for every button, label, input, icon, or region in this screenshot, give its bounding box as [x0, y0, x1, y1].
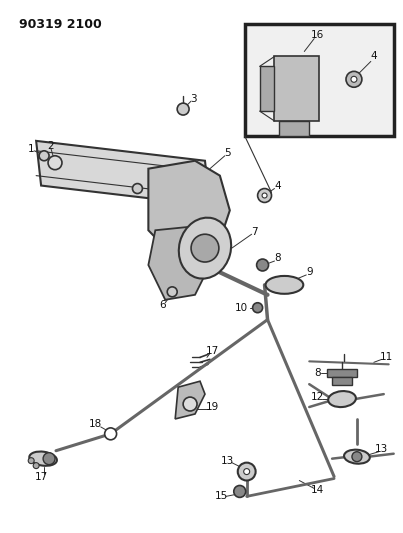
Circle shape: [39, 151, 49, 161]
Circle shape: [167, 287, 177, 297]
Circle shape: [43, 453, 55, 465]
Text: 90319 2100: 90319 2100: [19, 18, 102, 31]
Text: 11: 11: [380, 352, 393, 362]
Text: 5: 5: [224, 148, 231, 158]
Text: 16: 16: [311, 30, 324, 39]
Text: 14: 14: [311, 486, 324, 496]
Text: 8: 8: [274, 253, 281, 263]
Polygon shape: [274, 56, 319, 121]
Circle shape: [257, 259, 268, 271]
Circle shape: [253, 303, 263, 313]
Circle shape: [346, 71, 362, 87]
Text: 1: 1: [28, 144, 35, 154]
Text: 18: 18: [89, 419, 102, 429]
Text: 4: 4: [274, 181, 281, 191]
Circle shape: [352, 451, 362, 462]
Circle shape: [234, 486, 246, 497]
Text: 10: 10: [235, 303, 248, 313]
Text: 8: 8: [314, 368, 320, 378]
Polygon shape: [260, 67, 274, 111]
Polygon shape: [175, 381, 205, 419]
Text: 15: 15: [215, 491, 229, 502]
Circle shape: [48, 156, 62, 169]
Bar: [332, 377, 352, 385]
Circle shape: [351, 76, 357, 82]
Polygon shape: [148, 225, 210, 300]
Bar: [327, 369, 357, 377]
Text: 17: 17: [35, 472, 48, 481]
Circle shape: [191, 234, 219, 262]
Text: 9: 9: [306, 267, 313, 277]
Ellipse shape: [266, 276, 303, 294]
Circle shape: [258, 189, 272, 203]
Circle shape: [183, 397, 197, 411]
Circle shape: [105, 428, 116, 440]
Ellipse shape: [328, 391, 356, 407]
Polygon shape: [148, 161, 230, 258]
Ellipse shape: [179, 217, 231, 279]
Polygon shape: [36, 141, 210, 205]
Text: 3: 3: [190, 94, 196, 104]
Circle shape: [28, 458, 34, 464]
Polygon shape: [279, 121, 309, 136]
Text: 2: 2: [48, 141, 54, 151]
Text: 4: 4: [370, 52, 377, 61]
Circle shape: [133, 183, 142, 193]
Text: 13: 13: [221, 456, 235, 466]
Circle shape: [262, 193, 267, 198]
Text: 6: 6: [159, 300, 166, 310]
Text: 19: 19: [206, 402, 220, 412]
Text: 13: 13: [375, 444, 388, 454]
Text: 7: 7: [251, 227, 258, 237]
Text: 17: 17: [206, 346, 220, 357]
Ellipse shape: [344, 450, 370, 464]
Circle shape: [177, 103, 189, 115]
Circle shape: [33, 463, 39, 469]
Ellipse shape: [29, 451, 57, 466]
Circle shape: [244, 469, 250, 474]
Bar: [245, 23, 394, 136]
Circle shape: [238, 463, 256, 481]
Text: 12: 12: [311, 392, 324, 402]
